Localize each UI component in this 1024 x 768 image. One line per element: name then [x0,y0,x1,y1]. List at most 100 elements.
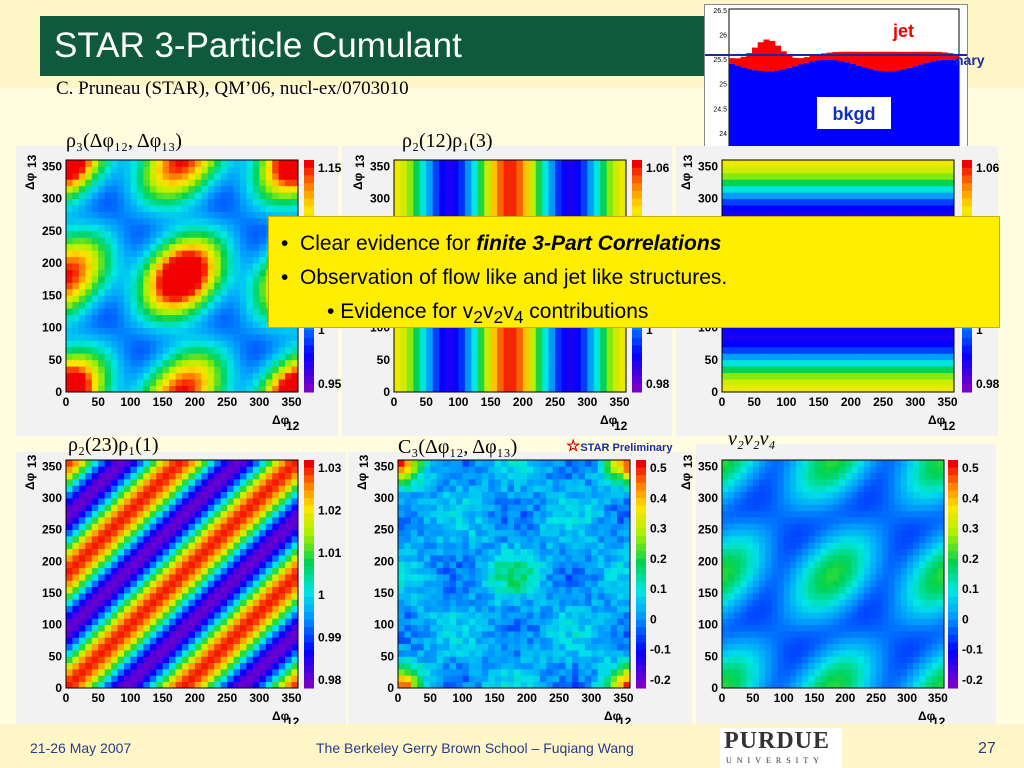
heatmap-cell [124,574,131,581]
heatmap-cell [124,385,131,393]
heatmap-cell [587,340,595,348]
x-tick: 0 [63,395,70,409]
heatmap-cell [805,211,813,219]
heatmap-cell [902,198,910,206]
heatmap-cell [754,359,762,367]
heatmap-cell [124,224,131,232]
heatmap-cell [156,548,164,556]
heatmap-cell [162,243,170,251]
heatmap-cell [857,166,865,174]
heatmap-cell [162,656,170,664]
heatmap-cell [555,179,562,187]
heatmap-cell [426,385,434,393]
heatmap-cell [902,160,910,167]
heatmap-cell [117,308,125,316]
heatmap-cell [272,340,280,348]
heatmap-cell [149,288,157,296]
heatmap-cell [124,675,131,683]
heatmap-cell [773,211,781,219]
heatmap-cell [143,637,151,645]
heatmap-cell [889,172,897,180]
heatmap-cell [220,224,228,232]
heatmap-cell [85,185,93,193]
heatmap-cell [477,205,485,212]
heatmap-cell [285,359,292,367]
heatmap-cell [278,179,286,187]
heatmap-cell [130,472,138,480]
heatmap-cell [156,624,164,632]
heatmap-cell [741,385,749,393]
heatmap-cell [169,618,176,626]
heatmap-cell [214,353,222,361]
heatmap-cell [394,359,401,367]
heatmap-cell [214,230,222,238]
heatmap-cell [432,379,440,386]
heatmap-cell [85,205,93,212]
heatmap-cell [66,256,73,264]
heatmap-cell [471,366,479,374]
heatmap-cell [799,366,807,374]
heatmap-cell [445,166,453,174]
heatmap-cell [497,366,504,374]
heatmap-cell [91,379,99,386]
heatmap-cell [207,656,215,664]
heatmap-cell [143,160,151,167]
heatmap-cell [175,618,183,626]
colorbar-segment [632,167,642,176]
heatmap-cell [143,269,151,277]
heatmap-cell [233,256,241,264]
heatmap-cell [169,321,176,328]
heatmap-cell [182,599,189,607]
heatmap-cell [66,237,73,245]
heatmap-cell [394,172,401,180]
heatmap-cell [169,263,176,270]
heatmap-cell [156,656,164,664]
heatmap-cell [941,205,948,212]
heatmap-cell [452,160,459,167]
heatmap-cell [130,631,138,638]
heatmap-cell [143,605,151,613]
heatmap-cell [876,353,884,361]
heatmap-cell [252,334,260,341]
heatmap-cell [516,160,524,167]
heatmap-cell [130,485,138,493]
bkgd-bar [734,65,741,181]
heatmap-cell [136,250,144,258]
heatmap-cell [278,327,286,335]
heatmap-cell [98,224,106,232]
heatmap-cell [149,172,157,180]
heatmap-cell [548,211,556,219]
heatmap-cell [78,529,86,537]
heatmap-cell [870,192,878,200]
heatmap-cell [606,353,614,361]
heatmap-cell [143,256,151,264]
heatmap-cell [169,172,176,180]
heatmap-cell [278,366,286,374]
heatmap-cell [220,230,228,238]
heatmap-cell [175,656,183,664]
heatmap-cell [149,504,157,512]
heatmap-cell [188,548,196,556]
y-tick: 300 [698,192,718,206]
heatmap-cell [786,198,794,206]
heatmap-cell [136,346,144,354]
heatmap-cell [169,185,176,193]
heatmap-cell [136,656,144,664]
heatmap-cell [201,295,209,303]
heatmap-cell [780,353,787,361]
heatmap-cell [194,301,202,309]
y-tick: 250 [42,224,62,238]
heatmap-cell [78,624,86,632]
heatmap-cell [169,269,176,277]
heatmap-cell [78,504,86,512]
heatmap-cell [194,250,202,258]
heatmap-cell [66,612,73,619]
heatmap-cell [117,243,125,251]
heatmap-cell [574,353,582,361]
heatmap-cell [246,346,254,354]
heatmap-cell [78,185,86,193]
heatmap-cell [741,353,749,361]
heatmap-cell [143,567,151,575]
heatmap-cell [220,353,228,361]
